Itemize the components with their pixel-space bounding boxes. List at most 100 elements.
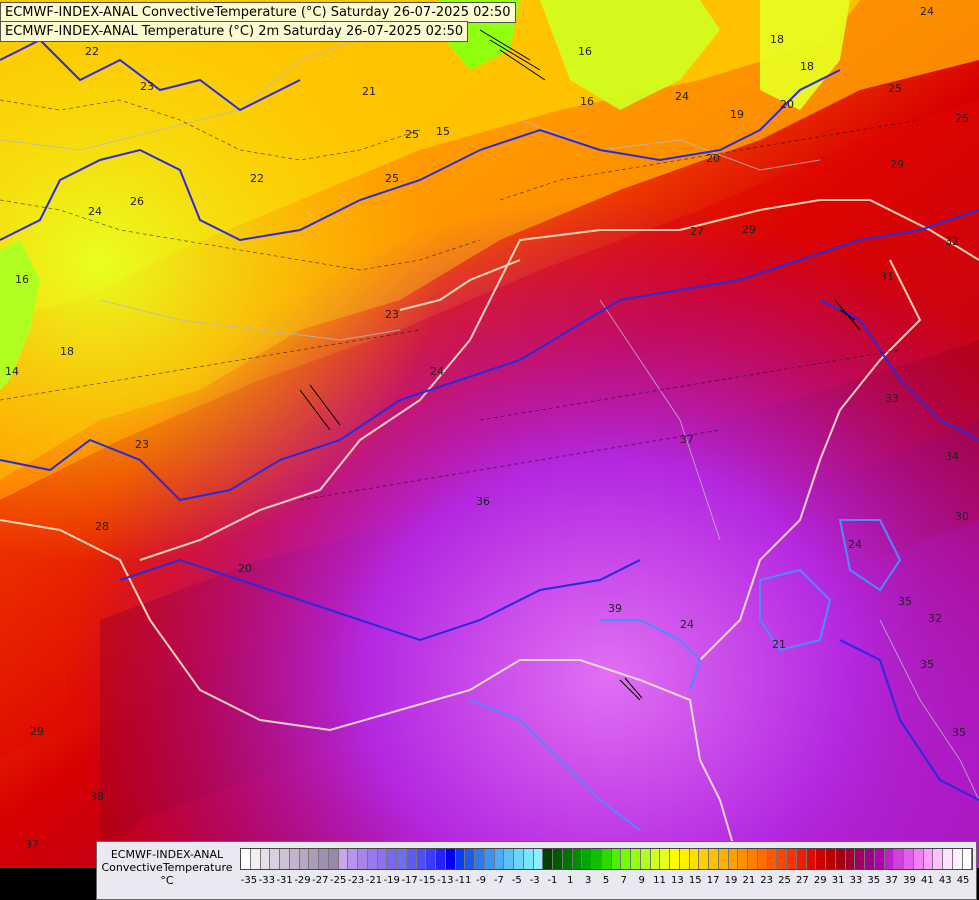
legend-swatch [835, 849, 846, 869]
legend-swatch [709, 849, 719, 869]
convective-labels: 22 23 21 25 25 26 16 18 14 23 28 29 24 2… [5, 5, 969, 851]
legend-tick-label: 5 [602, 875, 610, 886]
legend-tick-label: -11 [454, 875, 472, 886]
legend-swatch [689, 849, 700, 869]
legend-tick-label: -9 [476, 875, 487, 886]
contour-label: 25 [385, 172, 399, 185]
contour-label: 25 [888, 82, 902, 95]
legend-swatch [406, 849, 417, 869]
contour-label: 27 [690, 225, 704, 238]
legend-tick-label: 41 [920, 875, 934, 886]
legend-swatch [426, 849, 436, 869]
legend-tick-label: 7 [620, 875, 628, 886]
contour-label: 18 [60, 345, 74, 358]
legend-swatch [865, 849, 875, 869]
contour-label: 23 [135, 438, 149, 451]
legend-swatch [767, 849, 778, 869]
legend-swatch [845, 849, 856, 869]
legend-tick-label: 31 [831, 875, 845, 886]
temperature-2m-contours [0, 38, 979, 801]
legend-swatch [475, 849, 485, 869]
legend-tick-label: 1 [567, 875, 574, 886]
contour-label: 14 [5, 365, 19, 378]
legend-swatch [718, 849, 729, 869]
legend-tick-label: -15 [419, 875, 436, 886]
contour-label: 23 [140, 80, 154, 93]
legend-tick-label: 13 [671, 875, 684, 886]
legend-swatch [884, 849, 895, 869]
contour-label: 22 [250, 172, 264, 185]
legend-unit: °C [160, 874, 174, 887]
legend-swatch [270, 849, 280, 869]
legend-swatch [543, 849, 553, 869]
legend-swatch [631, 849, 641, 869]
legend-swatch [514, 849, 524, 869]
contour-label: 24 [430, 365, 444, 378]
contour-label: 25 [955, 112, 969, 125]
contour-label: 24 [920, 5, 934, 18]
legend-tick-label: -1 [547, 875, 558, 886]
contour-label: 15 [436, 125, 450, 138]
contour-label: 36 [476, 495, 490, 508]
legend-tick-label: -33 [258, 875, 275, 886]
legend-tick-label: -13 [437, 875, 454, 886]
legend-swatch [943, 849, 953, 869]
legend-swatch [777, 849, 787, 869]
legend-swatch [562, 849, 573, 869]
legend-swatch [397, 849, 407, 869]
contour-label: 29 [890, 158, 904, 171]
legend-tick-label: 39 [903, 875, 916, 886]
legend-swatch [465, 849, 475, 869]
legend-swatch [504, 849, 514, 869]
contour-label: 33 [885, 392, 899, 405]
legend-tick-label: 21 [742, 875, 756, 886]
hatched-cells [299, 29, 861, 701]
legend-tick-label: -27 [312, 875, 329, 886]
contour-label: 23 [385, 308, 399, 321]
legend-swatch [904, 849, 914, 869]
green-patch-northeast [540, 0, 720, 110]
contour-label: 38 [90, 790, 104, 803]
color-legend: ECMWF-INDEX-ANAL ConvectiveTemperature °… [96, 841, 977, 900]
legend-swatch [250, 849, 261, 869]
green-patch-west [0, 240, 40, 390]
legend-swatch [874, 849, 885, 869]
legend-swatch [348, 849, 358, 869]
temperature-map: 22 23 21 25 25 26 16 18 14 23 28 29 24 2… [0, 0, 979, 869]
legend-tick-label: -25 [330, 875, 347, 886]
legend-swatch [894, 849, 904, 869]
legend-swatch [738, 849, 748, 869]
contour-label: 16 [580, 95, 594, 108]
legend-swatch [699, 849, 709, 869]
legend-swatch [260, 849, 271, 869]
legend-tick-label: -23 [347, 875, 365, 886]
legend-swatch [338, 849, 349, 869]
contour-label: 18 [800, 60, 814, 73]
legend-swatch [367, 849, 378, 869]
region-borders [0, 39, 979, 801]
contour-label: 37 [680, 433, 694, 446]
contour-label: 19 [730, 108, 744, 121]
legend-swatch [241, 849, 251, 869]
legend-tick-label: 3 [584, 875, 592, 886]
legend-swatch [289, 849, 300, 869]
legend-swatch [377, 849, 388, 869]
legend-swatch [436, 849, 446, 869]
legend-swatch [328, 849, 339, 869]
weather-map[interactable]: 22 23 21 25 25 26 16 18 14 23 28 29 24 2… [0, 0, 979, 869]
legend-tick-label: 17 [706, 875, 720, 886]
legend-variable: ConvectiveTemperature [101, 861, 233, 874]
legend-tick-label: 15 [688, 875, 702, 886]
map-title-convective: ECMWF-INDEX-ANAL ConvectiveTemperature (… [0, 2, 516, 23]
legend-swatch [670, 849, 680, 869]
convective-contours [0, 99, 921, 501]
legend-tick-label: 35 [867, 875, 881, 886]
legend-swatch [757, 849, 768, 869]
map-title-temperature: ECMWF-INDEX-ANAL Temperature (°C) 2m Sat… [0, 21, 469, 42]
contour-label: 31 [880, 270, 894, 283]
legend-swatch [582, 849, 592, 869]
legend-swatch [650, 849, 661, 869]
legend-swatch [358, 849, 368, 869]
green-patch-east [760, 0, 850, 110]
contour-label: 22 [85, 45, 99, 58]
